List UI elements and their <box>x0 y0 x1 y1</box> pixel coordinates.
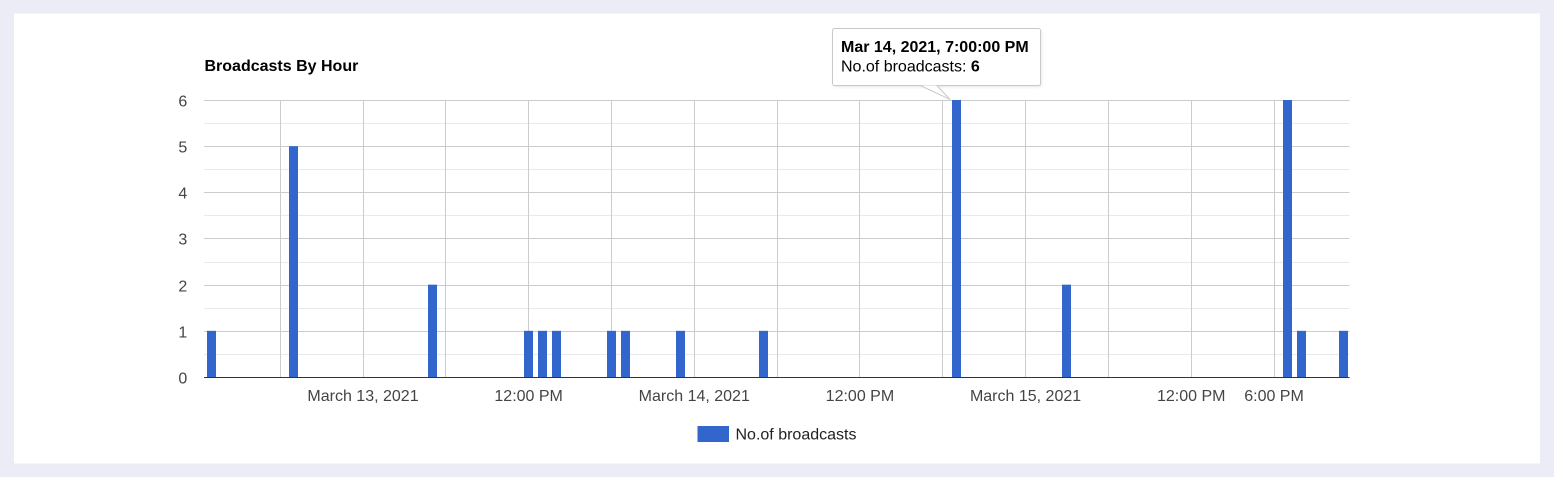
svg-text:6: 6 <box>178 93 187 110</box>
svg-text:March 14, 2021: March 14, 2021 <box>639 388 750 405</box>
svg-text:No.of broadcasts: 6: No.of broadcasts: 6 <box>841 58 980 75</box>
svg-text:12:00 PM: 12:00 PM <box>1157 388 1225 405</box>
svg-text:No.of broadcasts: No.of broadcasts <box>736 427 857 444</box>
svg-text:March 13, 2021: March 13, 2021 <box>307 388 418 405</box>
svg-text:2: 2 <box>178 278 187 295</box>
svg-text:12:00 PM: 12:00 PM <box>826 388 894 405</box>
svg-text:0: 0 <box>178 370 187 387</box>
svg-text:1: 1 <box>178 324 187 341</box>
svg-text:5: 5 <box>178 139 187 156</box>
svg-text:4: 4 <box>178 185 187 202</box>
svg-text:Mar 14, 2021, 7:00:00 PM: Mar 14, 2021, 7:00:00 PM <box>841 39 1029 56</box>
svg-text:12:00 PM: 12:00 PM <box>494 388 562 405</box>
svg-text:3: 3 <box>178 231 187 248</box>
svg-text:6:00 PM: 6:00 PM <box>1244 388 1304 405</box>
svg-text:Broadcasts By Hour: Broadcasts By Hour <box>205 58 359 75</box>
svg-text:March 15, 2021: March 15, 2021 <box>970 388 1081 405</box>
